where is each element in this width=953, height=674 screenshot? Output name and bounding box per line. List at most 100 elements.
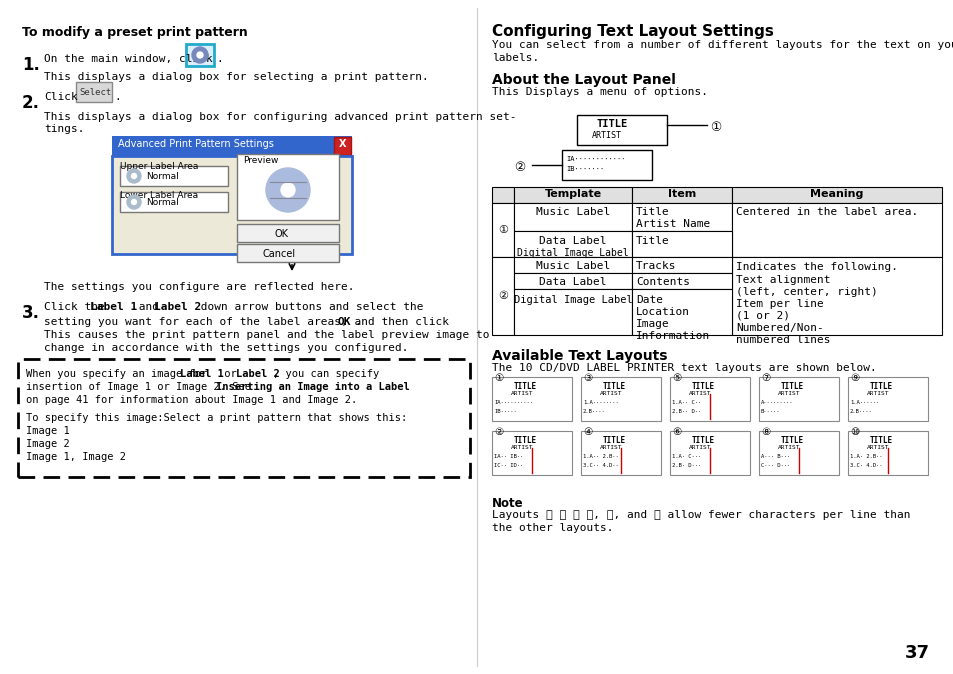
Bar	[492, 377, 572, 421]
Text: ①: ①	[497, 225, 507, 235]
Text: Image 2: Image 2	[26, 439, 70, 449]
Text: Information: Information	[636, 331, 709, 341]
Text: About the Layout Panel: About the Layout Panel	[492, 73, 675, 87]
Text: numbered lines: numbered lines	[735, 335, 830, 345]
Text: on page 41 for information about Image 1 and Image 2.: on page 41 for information about Image 1…	[26, 395, 356, 405]
Circle shape	[127, 169, 141, 183]
Text: change in accordance with the settings you configured.: change in accordance with the settings y…	[44, 343, 408, 353]
Text: Contents: Contents	[636, 277, 689, 287]
Bar	[847, 431, 927, 475]
Bar	[759, 431, 838, 475]
Bar	[236, 154, 338, 220]
Text: Title: Title	[636, 207, 669, 217]
Text: OK: OK	[274, 229, 289, 239]
Text: ⑨: ⑨	[849, 373, 859, 383]
Text: X: X	[338, 139, 346, 149]
Text: ARTIST: ARTIST	[778, 445, 800, 450]
Text: ARTIST: ARTIST	[778, 391, 800, 396]
Text: Click the: Click the	[44, 302, 112, 312]
Text: ARTIST: ARTIST	[511, 391, 533, 396]
Text: IA··········: IA··········	[494, 400, 533, 405]
Text: TITLE: TITLE	[597, 119, 628, 129]
Text: Preview: Preview	[243, 156, 278, 165]
Text: Date: Date	[636, 295, 662, 305]
Text: or: or	[218, 369, 243, 379]
Text: This Displays a menu of options.: This Displays a menu of options.	[492, 87, 707, 97]
Text: Digital Image Label: Digital Image Label	[513, 295, 632, 305]
Text: This displays a dialog box for selecting a print pattern.: This displays a dialog box for selecting…	[44, 72, 428, 82]
Text: Data Label: Data Label	[538, 236, 606, 246]
Text: 37: 37	[904, 644, 929, 662]
Bar	[236, 244, 338, 262]
Bar	[580, 431, 660, 475]
Text: Meaning: Meaning	[809, 189, 862, 199]
Text: , you can specify: , you can specify	[273, 369, 379, 379]
Text: 1.A········: 1.A········	[582, 400, 618, 405]
Text: TITLE: TITLE	[869, 382, 892, 391]
Text: ⑤: ⑤	[671, 373, 680, 383]
Text: 2.B····: 2.B····	[582, 409, 605, 414]
Text: Location: Location	[636, 307, 689, 317]
Text: .: .	[215, 54, 222, 64]
Text: 3.: 3.	[22, 304, 40, 322]
Bar	[847, 377, 927, 421]
Text: ARTIST: ARTIST	[511, 445, 533, 450]
Text: TITLE: TITLE	[781, 436, 803, 445]
Text: setting you want for each of the label areas, and then click: setting you want for each of the label a…	[44, 317, 456, 327]
Text: 3.C· 4.D··: 3.C· 4.D··	[849, 463, 882, 468]
Text: This causes the print pattern panel and the label preview image to: This causes the print pattern panel and …	[44, 330, 489, 340]
Text: tings.: tings.	[44, 124, 85, 134]
Text: 1.A·· C··: 1.A·· C··	[671, 400, 700, 405]
Text: Image 1: Image 1	[26, 426, 70, 436]
Text: Select: Select	[79, 88, 112, 97]
Circle shape	[196, 52, 203, 58]
Bar	[731, 203, 941, 257]
Text: and: and	[132, 302, 166, 312]
Text: This displays a dialog box for configuring advanced print pattern set-: This displays a dialog box for configuri…	[44, 112, 516, 122]
Bar	[669, 377, 749, 421]
Text: 1.: 1.	[22, 56, 40, 74]
Bar	[514, 289, 631, 335]
Bar	[18, 359, 470, 477]
Text: To specify this image:Select a print pattern that shows this:: To specify this image:Select a print pat…	[26, 413, 407, 423]
Text: Available Text Layouts: Available Text Layouts	[492, 349, 667, 363]
Bar	[514, 187, 631, 203]
Text: 2.B· D···: 2.B· D···	[671, 463, 700, 468]
Text: Indicates the following.: Indicates the following.	[735, 262, 897, 272]
Text: TITLE: TITLE	[514, 436, 537, 445]
Bar	[631, 273, 731, 289]
Bar	[120, 166, 228, 186]
Text: To modify a preset print pattern: To modify a preset print pattern	[22, 26, 248, 39]
Circle shape	[132, 200, 136, 204]
Bar	[731, 187, 941, 203]
Text: TITLE: TITLE	[602, 436, 625, 445]
Text: 1.A······: 1.A······	[849, 400, 879, 405]
Text: Upper Label Area: Upper Label Area	[120, 162, 198, 171]
Text: Image: Image	[636, 319, 669, 329]
Text: IB·····: IB·····	[494, 409, 517, 414]
Text: .: .	[354, 317, 360, 327]
Text: ARTIST: ARTIST	[688, 445, 711, 450]
Text: Label 2: Label 2	[153, 302, 201, 312]
Text: ②: ②	[514, 161, 525, 174]
Bar	[76, 82, 112, 102]
Text: Configuring Text Layout Settings: Configuring Text Layout Settings	[492, 24, 773, 39]
Circle shape	[132, 173, 136, 179]
Text: Image 1, Image 2: Image 1, Image 2	[26, 452, 126, 462]
Text: Tracks: Tracks	[636, 261, 676, 271]
Text: Digital Image Label: Digital Image Label	[517, 248, 628, 258]
Bar	[631, 203, 731, 231]
Text: (1 or 2): (1 or 2)	[735, 311, 789, 321]
Text: When you specify an image for: When you specify an image for	[26, 369, 213, 379]
Bar	[492, 187, 514, 203]
Text: Label 2: Label 2	[235, 369, 279, 379]
Text: Title: Title	[636, 236, 669, 246]
Text: Artist Name: Artist Name	[636, 219, 709, 229]
Text: IB·······: IB·······	[565, 166, 603, 172]
Bar	[120, 192, 228, 212]
Bar	[334, 137, 351, 155]
Text: Normal: Normal	[146, 198, 178, 207]
Text: Label 1: Label 1	[180, 369, 224, 379]
Text: Lower Label Area: Lower Label Area	[120, 191, 198, 200]
Circle shape	[127, 195, 141, 209]
